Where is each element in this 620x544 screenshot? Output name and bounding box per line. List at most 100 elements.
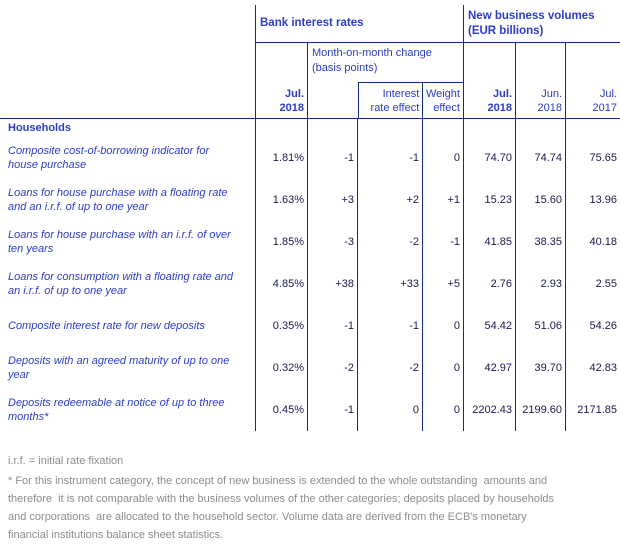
mom-change-subheaders: Interest rate effect Weight effect (308, 82, 463, 118)
interest-rate-effect-value: +2 (357, 179, 422, 221)
table-row: Loans for consumption with a floating ra… (0, 263, 620, 305)
col-header-rate-jul-2018-label: Jul. 2018 (279, 88, 304, 114)
group-new-business-volumes-label: New business volumes (EUR billions) (468, 9, 595, 37)
rate-value: 0.45% (255, 389, 307, 431)
interest-rate-effect-value: -2 (357, 347, 422, 389)
volume-jun-2018-value: 38.35 (515, 221, 565, 263)
volume-jun-2018-value: 2199.60 (515, 389, 565, 431)
volume-jul-2018-value: 15.23 (463, 179, 515, 221)
col-header-vol-jul-2018-label: Jul. 2018 (487, 88, 512, 114)
volume-jul-2017-value: 2171.85 (565, 389, 620, 431)
volume-jul-2017-value: 2.55 (565, 263, 620, 305)
volume-jun-2018-value: 51.06 (515, 305, 565, 347)
mom-change-label: Month-on-month change (basis points) (312, 47, 432, 74)
empty-cell (422, 118, 463, 137)
mom-change-group: Month-on-month change (basis points) Int… (307, 43, 463, 118)
rate-value: 4.85% (255, 263, 307, 305)
row-label: Loans for house purchase with a floating… (8, 187, 228, 213)
interest-rate-effect-value: -1 (357, 305, 422, 347)
weight-effect-value: 0 (422, 137, 463, 179)
volume-jul-2017-value: 13.96 (565, 179, 620, 221)
empty-cell (307, 118, 357, 137)
footnote-line: financial institutions balance sheet sta… (8, 529, 224, 541)
table-row: Loans for house purchase with a floating… (0, 179, 620, 221)
mom-change-value: -3 (307, 221, 357, 263)
abbreviation-note: i.r.f. = initial rate fixation (8, 455, 124, 467)
col-header-vol-jun-2018: Jun. 2018 (515, 43, 565, 118)
empty-cell (357, 118, 422, 137)
row-label: Deposits redeemable at notice of up to t… (8, 397, 225, 423)
header-spacer (0, 43, 255, 118)
row-label: Deposits with an agreed maturity of up t… (8, 355, 230, 381)
table-row: Deposits redeemable at notice of up to t… (0, 389, 620, 431)
volume-jul-2018-value: 42.97 (463, 347, 515, 389)
empty-cell (255, 118, 307, 137)
mom-change-value: -2 (307, 347, 357, 389)
section-label: Households (0, 118, 255, 137)
rate-value: 1.63% (255, 179, 307, 221)
mom-change-value: +38 (307, 263, 357, 305)
interest-rate-effect-value: -1 (357, 137, 422, 179)
table-row: Deposits with an agreed maturity of up t… (0, 347, 620, 389)
table-row: Composite interest rate for new deposits… (0, 305, 620, 347)
interest-rate-effect-value: +33 (357, 263, 422, 305)
weight-effect-value: +5 (422, 263, 463, 305)
row-label: Composite interest rate for new deposits (8, 320, 205, 332)
group-bank-interest-rates-label: Bank interest rates (260, 17, 364, 29)
rate-value: 0.32% (255, 347, 307, 389)
table-row: Composite cost-of-borrowing indicator fo… (0, 137, 620, 179)
mom-change-value: +3 (307, 179, 357, 221)
group-new-business-volumes: New business volumes (EUR billions) (463, 5, 620, 43)
mom-change-blank-col (308, 82, 358, 118)
empty-cell (463, 118, 515, 137)
volume-jun-2018-value: 39.70 (515, 347, 565, 389)
volume-jun-2018-value: 2.93 (515, 263, 565, 305)
volume-jul-2018-value: 41.85 (463, 221, 515, 263)
footnote-line: * For this instrument category, the conc… (8, 475, 548, 487)
empty-cell (565, 118, 620, 137)
volume-jul-2018-value: 74.70 (463, 137, 515, 179)
empty-cell (515, 118, 565, 137)
weight-effect-value: 0 (422, 305, 463, 347)
interest-rate-effect-value: -2 (357, 221, 422, 263)
group-bank-interest-rates: Bank interest rates (255, 5, 463, 43)
mom-change-header: Month-on-month change (basis points) (308, 43, 463, 82)
col-header-weight-effect: Weight effect (422, 82, 463, 118)
volume-jul-2017-value: 54.26 (565, 305, 620, 347)
mom-change-value: -1 (307, 305, 357, 347)
row-label: Loans for house purchase with an i.r.f. … (8, 229, 231, 255)
row-label: Loans for consumption with a floating ra… (8, 271, 234, 297)
volume-jun-2018-value: 74.74 (515, 137, 565, 179)
group-header-row: Bank interest rates New business volumes… (0, 5, 620, 43)
interest-rates-table: Bank interest rates New business volumes… (0, 5, 620, 431)
volume-jul-2017-value: 40.18 (565, 221, 620, 263)
weight-effect-value: -1 (422, 221, 463, 263)
col-header-vol-jul-2018: Jul. 2018 (463, 43, 515, 118)
table-row: Loans for house purchase with an i.r.f. … (0, 221, 620, 263)
rate-value: 1.85% (255, 221, 307, 263)
col-header-interest-rate-effect: Interest rate effect (357, 82, 423, 118)
col-header-vol-jun-2018-label: Jun. 2018 (537, 88, 562, 114)
mom-change-value: -1 (307, 137, 357, 179)
interest-rate-effect-value: 0 (357, 389, 422, 431)
weight-effect-value: 0 (422, 347, 463, 389)
row-label: Composite cost-of-borrowing indicator fo… (8, 145, 210, 171)
col-header-rate-jul-2018: Jul. 2018 (255, 43, 307, 118)
volume-jul-2018-value: 2.76 (463, 263, 515, 305)
volume-jul-2018-value: 54.42 (463, 305, 515, 347)
footnote-line: therefore it is not comparable with the … (8, 493, 555, 505)
col-header-vol-jul-2017: Jul. 2017 (565, 43, 620, 118)
column-header-row: Jul. 2018 Month-on-month change (basis p… (0, 43, 620, 118)
volume-jul-2018-value: 2202.43 (463, 389, 515, 431)
col-header-vol-jul-2017-label: Jul. 2017 (592, 88, 617, 114)
col-header-weight-effect-label: Weight effect (425, 88, 460, 114)
rate-value: 1.81% (255, 137, 307, 179)
col-header-interest-rate-effect-label: Interest rate effect (370, 88, 420, 114)
volume-jul-2017-value: 42.83 (565, 347, 620, 389)
footnote-line: and corporations are allocated to the ho… (8, 511, 527, 523)
weight-effect-value: +1 (422, 179, 463, 221)
volume-jun-2018-value: 15.60 (515, 179, 565, 221)
weight-effect-value: 0 (422, 389, 463, 431)
footnotes: i.r.f. = initial rate fixation * For thi… (8, 452, 614, 544)
